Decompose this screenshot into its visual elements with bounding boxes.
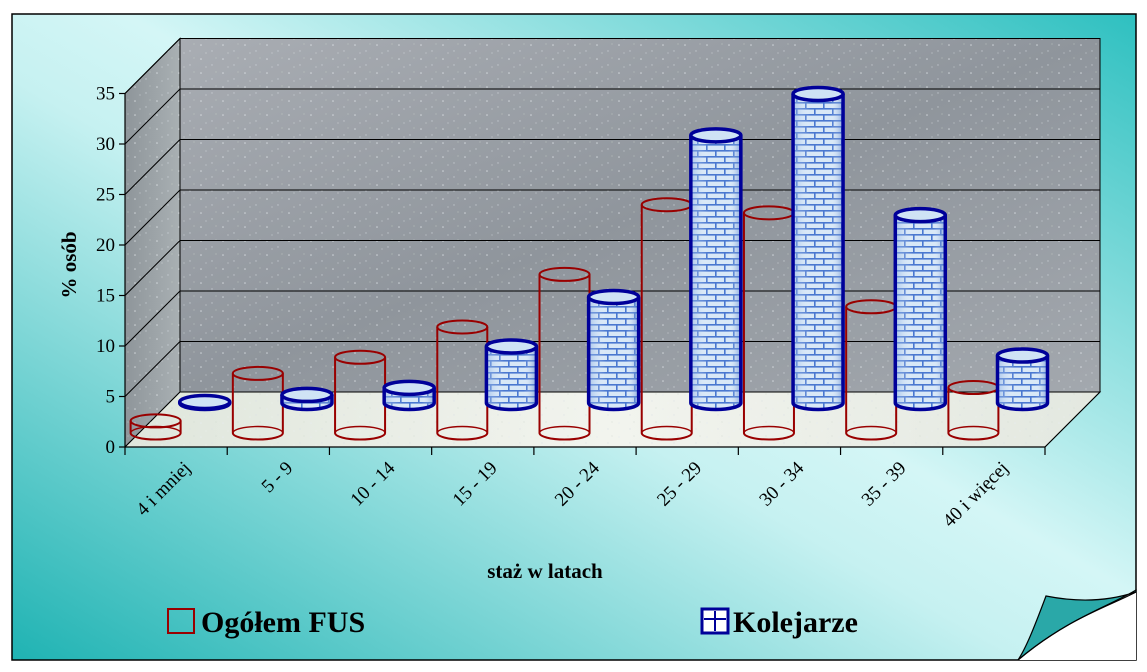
bar-ogolem-base-back (743, 425, 795, 434)
bar-ogolem-body (742, 212, 795, 441)
gridline-side (124, 341, 181, 397)
gridline-side (124, 139, 181, 195)
bars (129, 85, 1050, 441)
bar-kolejarze-top (689, 127, 743, 144)
y-axis-title: % osób (57, 231, 81, 298)
bar-kolejarze-0 (177, 393, 232, 412)
bar-ogolem-2 (334, 349, 387, 441)
bar-kolejarze-3 (484, 338, 539, 412)
bar-ogolem-body (640, 204, 693, 441)
bar-kolejarze-4 (586, 288, 641, 412)
page-curl (1017, 588, 1137, 661)
y-tick-label: 15 (96, 286, 115, 307)
bar-kolejarze-top (995, 347, 1050, 364)
bar-ogolem-base-back (232, 425, 284, 434)
y-tick-label: 25 (96, 185, 115, 206)
gridline-side (124, 240, 181, 296)
y-tick-label: 10 (96, 336, 115, 357)
bar-ogolem-body (845, 306, 898, 441)
bar-ogolem-base-back (641, 425, 693, 434)
gridline-side (124, 290, 181, 347)
bar-kolejarze-outline (382, 387, 436, 412)
bar-ogolem-body (436, 326, 489, 441)
bar-kolejarze-outline (484, 346, 539, 412)
bar-kolejarze-outline (280, 394, 334, 412)
bar-kolejarze-6 (791, 85, 845, 412)
side-wall-texture (125, 38, 180, 447)
bar-ogolem-body (129, 420, 182, 441)
bar-kolejarze-8 (995, 347, 1050, 412)
bar-ogolem-top (436, 319, 489, 335)
bar-kolejarze-shade (588, 296, 639, 410)
y-tick-label: 5 (106, 387, 116, 408)
bar-kolejarze-2 (382, 379, 436, 412)
bar-ogolem-1 (231, 365, 284, 441)
floor-texture (125, 392, 1100, 447)
gridline-side (124, 88, 181, 145)
bar-ogolem-top (334, 349, 387, 365)
bar-kolejarze-outline (791, 93, 845, 412)
bar-kolejarze-outline (586, 296, 641, 412)
bar-kolejarze-shade (895, 215, 946, 410)
bar-ogolem-base-back (334, 425, 386, 434)
bar-kolejarze-outline (689, 135, 743, 412)
bar-kolejarze-top (893, 206, 948, 224)
y-axis: 0 5 10 15 20 25 30 35 (96, 84, 126, 458)
bar-kolejarze-top (280, 386, 334, 404)
bar-kolejarze-top (484, 338, 539, 355)
bar-kolejarze-1 (280, 386, 334, 412)
bar-ogolem-base-back (538, 425, 591, 434)
gridline-side (124, 38, 181, 94)
bar-kolejarze-5 (689, 127, 743, 412)
bar-kolejarze-top (586, 288, 641, 306)
bar-ogolem-top (538, 266, 591, 282)
bar-ogolem-top (129, 413, 182, 429)
bar-kolejarze-shade (690, 135, 741, 410)
legend-label-ogolem: Ogółem FUS (201, 606, 365, 639)
bar-kolejarze-shade (997, 355, 1048, 410)
bar-kolejarze-7 (893, 206, 948, 412)
legend-swatch-ogolem (167, 608, 195, 634)
bar-ogolem-body (231, 373, 284, 441)
bar-kolejarze-top (791, 85, 845, 103)
bar-ogolem-3 (436, 319, 489, 441)
bar-ogolem-base-back (947, 425, 1000, 434)
legend-label-kolejarze: Kolejarze (733, 606, 858, 639)
bar-ogolem-base-back (845, 425, 897, 434)
legend: Ogółem FUS Kolejarze (167, 606, 858, 639)
bar-kolejarze-outline (995, 355, 1050, 412)
y-tick-label: 20 (96, 235, 115, 256)
bar-ogolem-8 (947, 380, 1000, 441)
bar-kolejarze-top (382, 379, 436, 397)
bar-ogolem-body (947, 387, 1000, 441)
gridline-side (124, 189, 181, 246)
legend-swatch-kolejarze (700, 607, 730, 635)
bar-ogolem-body (334, 357, 387, 441)
y-tick-label: 35 (96, 84, 115, 105)
bar-kolejarze-outline (893, 215, 948, 412)
bar-ogolem-0 (129, 413, 182, 441)
bar-kolejarze-shade (793, 93, 844, 410)
bar-ogolem-base-back (436, 425, 488, 434)
y-tick-label: 0 (106, 437, 116, 458)
x-axis-title: staż w latach (487, 559, 603, 583)
floor-edge (1044, 391, 1101, 448)
bar-ogolem-top (231, 365, 284, 381)
bar-ogolem-body (538, 274, 591, 441)
bar-kolejarze-shade (486, 346, 537, 410)
bar-kolejarze-top (177, 393, 232, 411)
bar-ogolem-4 (538, 266, 591, 441)
y-tick-label: 30 (96, 134, 115, 155)
